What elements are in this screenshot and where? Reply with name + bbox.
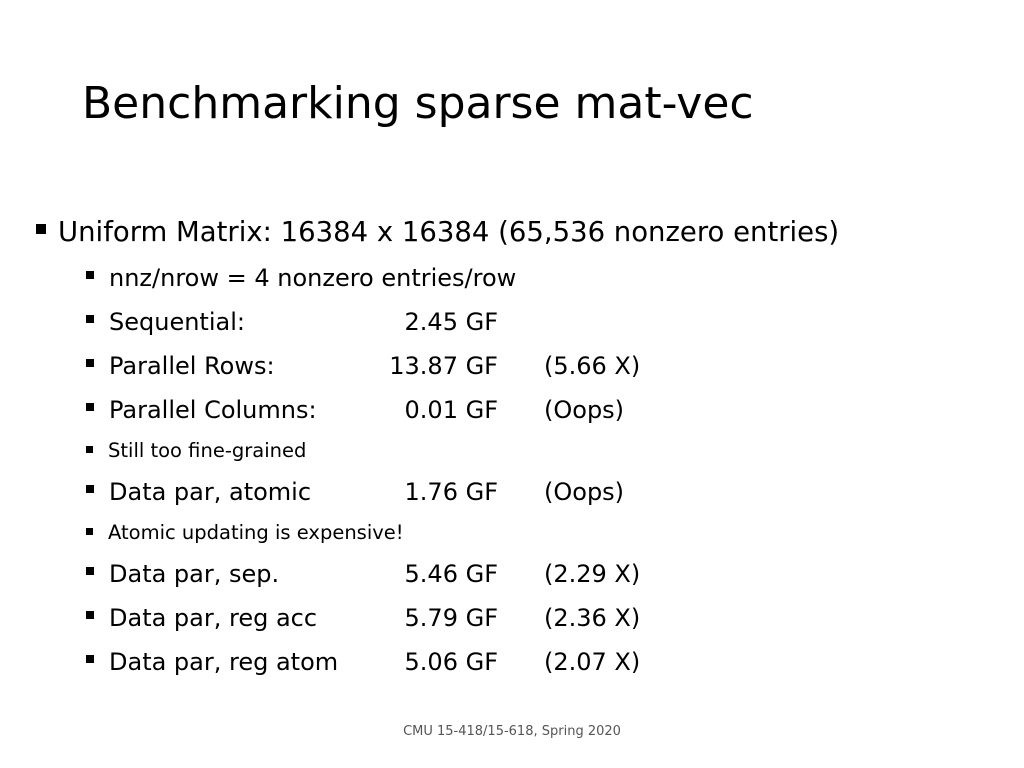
square-bullet-icon xyxy=(86,567,94,575)
gflops-value: 0.01 GF xyxy=(404,396,498,424)
speedup-value: (2.36 X) xyxy=(544,604,641,632)
square-bullet-icon xyxy=(36,224,46,234)
list-item-data-par-sep: Data par, sep. xyxy=(86,557,279,591)
gflops-value: 5.79 GF xyxy=(404,604,498,632)
gflops-value: 1.76 GF xyxy=(404,478,498,506)
list-item-data-par-reg-atom: Data par, reg atom xyxy=(86,645,338,679)
square-bullet-icon xyxy=(86,271,94,279)
main-bullet: Uniform Matrix: 16384 x 16384 (65,536 no… xyxy=(36,212,839,252)
list-item-parallel-rows: Parallel Rows: xyxy=(86,349,275,383)
list-item-label: Data par, sep. xyxy=(109,560,280,588)
square-bullet-icon xyxy=(86,403,94,411)
list-item-nnz-per-row: nnz/nrow = 4 nonzero entries/row xyxy=(86,261,516,295)
slide-title: Benchmarking sparse mat-vec xyxy=(82,78,754,129)
speedup-value: (2.07 X) xyxy=(544,648,641,676)
list-item-parallel-columns: Parallel Columns: xyxy=(86,393,317,427)
main-bullet-text: Uniform Matrix: 16384 x 16384 (65,536 no… xyxy=(58,216,840,248)
speedup-value: (Oops) xyxy=(544,396,625,424)
list-item-label: Data par, reg atom xyxy=(109,648,339,676)
list-item-data-par-atomic: Data par, atomic xyxy=(86,475,311,509)
list-item-label: Atomic updating is expensive! xyxy=(108,521,404,544)
list-item-label: Still too fine-grained xyxy=(108,439,307,462)
gflops-value: 5.06 GF xyxy=(404,648,498,676)
speedup-value: (5.66 X) xyxy=(544,352,641,380)
gflops-value: 5.46 GF xyxy=(404,560,498,588)
list-item-label: Parallel Columns: xyxy=(109,396,317,424)
list-item-label: nnz/nrow = 4 nonzero entries/row xyxy=(109,264,517,292)
list-item-label: Parallel Rows: xyxy=(109,352,275,380)
square-bullet-icon xyxy=(86,359,94,367)
square-bullet-icon xyxy=(86,315,94,323)
square-bullet-icon xyxy=(86,485,94,493)
slide-footer: CMU 15-418/15-618, Spring 2020 xyxy=(403,724,621,739)
square-bullet-icon xyxy=(86,655,94,663)
list-item-note-fine-grained: Still too fine-grained xyxy=(86,434,306,468)
speedup-value: (2.29 X) xyxy=(544,560,641,588)
gflops-value: 13.87 GF xyxy=(389,352,498,380)
square-bullet-icon xyxy=(86,527,93,535)
list-item-label: Sequential: xyxy=(109,308,245,336)
square-bullet-icon xyxy=(86,445,93,453)
list-item-data-par-reg-acc: Data par, reg acc xyxy=(86,601,317,635)
list-item-sequential: Sequential: xyxy=(86,305,245,339)
speedup-value: (Oops) xyxy=(544,478,625,506)
square-bullet-icon xyxy=(86,611,94,619)
list-item-note-atomic-expensive: Atomic updating is expensive! xyxy=(86,516,404,550)
gflops-value: 2.45 GF xyxy=(404,308,498,336)
list-item-label: Data par, reg acc xyxy=(109,604,318,632)
list-item-label: Data par, atomic xyxy=(109,478,312,506)
